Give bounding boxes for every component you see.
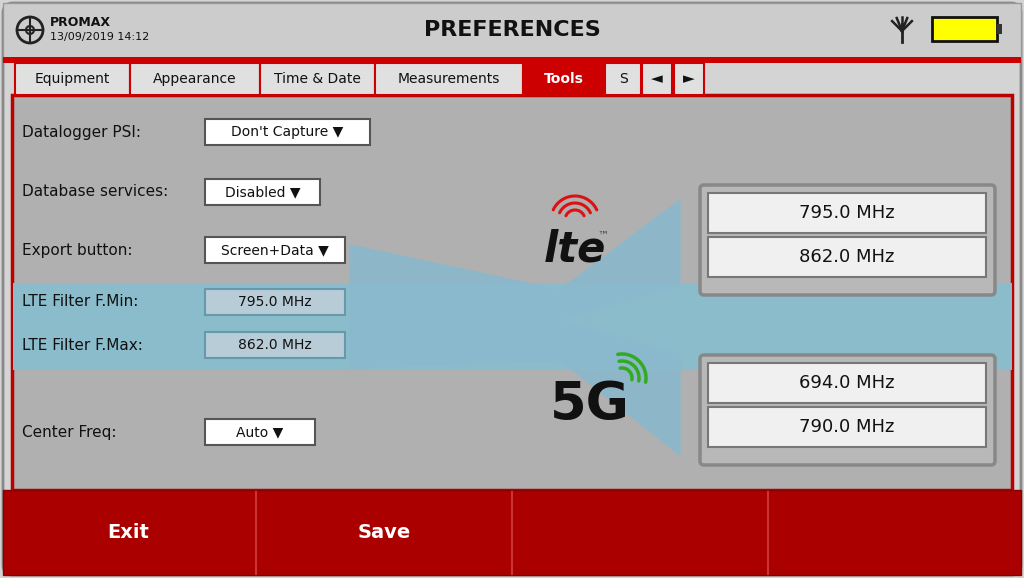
Bar xyxy=(205,289,345,315)
Polygon shape xyxy=(350,285,680,455)
Bar xyxy=(205,332,345,358)
FancyBboxPatch shape xyxy=(700,185,995,295)
Text: lte: lte xyxy=(544,229,606,271)
Bar xyxy=(605,63,641,95)
Text: ™: ™ xyxy=(597,231,608,241)
Bar xyxy=(708,407,986,447)
Text: Measurements: Measurements xyxy=(397,72,500,86)
Bar xyxy=(205,419,315,445)
Text: Exit: Exit xyxy=(108,523,148,542)
Bar xyxy=(674,63,705,95)
Bar xyxy=(205,119,370,145)
Text: PREFERENCES: PREFERENCES xyxy=(424,20,600,40)
Text: Equipment: Equipment xyxy=(35,72,111,86)
Text: 13/09/2019 14:12: 13/09/2019 14:12 xyxy=(50,32,150,42)
Bar xyxy=(642,63,672,95)
Text: Time & Date: Time & Date xyxy=(274,72,360,86)
Text: Don't Capture ▼: Don't Capture ▼ xyxy=(231,125,344,139)
Bar xyxy=(3,57,1021,63)
Text: 795.0 MHz: 795.0 MHz xyxy=(799,204,895,222)
Text: Save: Save xyxy=(357,523,411,542)
Bar xyxy=(13,283,1012,370)
Bar xyxy=(708,193,986,233)
Text: Appearance: Appearance xyxy=(154,72,237,86)
Bar xyxy=(523,63,605,95)
Bar xyxy=(260,63,375,95)
Text: 862.0 MHz: 862.0 MHz xyxy=(239,338,312,352)
Text: Datalogger PSI:: Datalogger PSI: xyxy=(22,124,141,139)
Text: 694.0 MHz: 694.0 MHz xyxy=(800,374,895,392)
Bar xyxy=(205,179,319,205)
Bar xyxy=(997,24,1002,34)
FancyBboxPatch shape xyxy=(3,3,1021,575)
Text: Screen+Data ▼: Screen+Data ▼ xyxy=(221,243,329,257)
Bar xyxy=(15,63,130,95)
Text: LTE Filter F.Max:: LTE Filter F.Max: xyxy=(22,338,143,353)
Bar xyxy=(375,63,523,95)
Text: Database services:: Database services: xyxy=(22,184,168,199)
Bar xyxy=(708,237,986,277)
Bar xyxy=(3,3,1021,58)
Text: 790.0 MHz: 790.0 MHz xyxy=(800,418,895,436)
Text: LTE Filter F.Min:: LTE Filter F.Min: xyxy=(22,295,138,309)
Bar xyxy=(130,63,260,95)
Text: S: S xyxy=(618,72,628,86)
Text: ◄: ◄ xyxy=(651,72,663,87)
Text: Export button:: Export button: xyxy=(22,243,132,258)
Text: Disabled ▼: Disabled ▼ xyxy=(224,185,300,199)
Bar xyxy=(3,490,1021,575)
Bar xyxy=(12,95,1012,490)
Bar xyxy=(932,17,997,41)
Bar xyxy=(708,363,986,403)
Text: Center Freq:: Center Freq: xyxy=(22,424,117,439)
Text: 862.0 MHz: 862.0 MHz xyxy=(800,248,895,266)
Text: PROMAX: PROMAX xyxy=(50,16,111,28)
Polygon shape xyxy=(350,200,680,320)
Text: Tools: Tools xyxy=(544,72,584,86)
Text: Auto ▼: Auto ▼ xyxy=(237,425,284,439)
Text: 5G: 5G xyxy=(550,379,630,431)
Text: 795.0 MHz: 795.0 MHz xyxy=(239,295,312,309)
FancyBboxPatch shape xyxy=(700,355,995,465)
Bar xyxy=(205,237,345,263)
Text: ►: ► xyxy=(683,72,695,87)
